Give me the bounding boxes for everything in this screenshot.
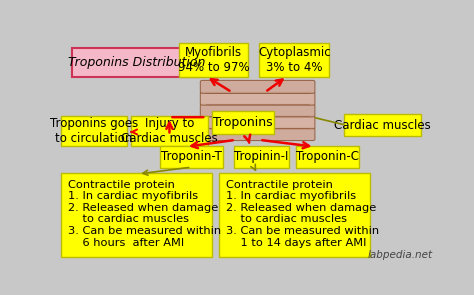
- FancyBboxPatch shape: [61, 173, 212, 257]
- FancyBboxPatch shape: [61, 116, 127, 145]
- FancyBboxPatch shape: [344, 114, 421, 137]
- Text: Contractile protein
1. In cardiac myofibrils
2. Released when damage
    to card: Contractile protein 1. In cardiac myofib…: [68, 180, 221, 248]
- Text: Contractile protein
1. In cardiac myofibrils
2. Released when damage
    to card: Contractile protein 1. In cardiac myofib…: [227, 180, 380, 248]
- FancyBboxPatch shape: [201, 92, 315, 105]
- FancyBboxPatch shape: [201, 128, 315, 141]
- Text: Tropinin-I: Tropinin-I: [234, 150, 289, 163]
- FancyBboxPatch shape: [160, 145, 223, 168]
- FancyBboxPatch shape: [72, 48, 201, 77]
- Text: Injury to
Cardiac muscles: Injury to Cardiac muscles: [121, 117, 218, 145]
- FancyBboxPatch shape: [201, 116, 315, 129]
- FancyBboxPatch shape: [234, 145, 289, 168]
- Text: Myofibrils
94% to 97%: Myofibrils 94% to 97%: [178, 46, 249, 74]
- Text: Troponins goes
to circulation: Troponins goes to circulation: [50, 117, 138, 145]
- FancyBboxPatch shape: [131, 116, 208, 145]
- FancyBboxPatch shape: [201, 80, 315, 93]
- Text: Cytoplasmic
3% to 4%: Cytoplasmic 3% to 4%: [258, 46, 331, 74]
- FancyBboxPatch shape: [179, 43, 248, 77]
- FancyBboxPatch shape: [201, 104, 315, 117]
- Text: labpedia.net: labpedia.net: [368, 250, 433, 260]
- FancyBboxPatch shape: [296, 145, 359, 168]
- FancyBboxPatch shape: [212, 112, 274, 134]
- Text: Cardiac muscles: Cardiac muscles: [334, 119, 431, 132]
- FancyBboxPatch shape: [259, 43, 329, 77]
- Text: Troponin-T: Troponin-T: [161, 150, 222, 163]
- Text: Troponins: Troponins: [213, 116, 273, 129]
- FancyBboxPatch shape: [219, 173, 370, 257]
- Text: Troponins Distribution: Troponins Distribution: [68, 56, 205, 69]
- Text: Troponin-C: Troponin-C: [296, 150, 359, 163]
